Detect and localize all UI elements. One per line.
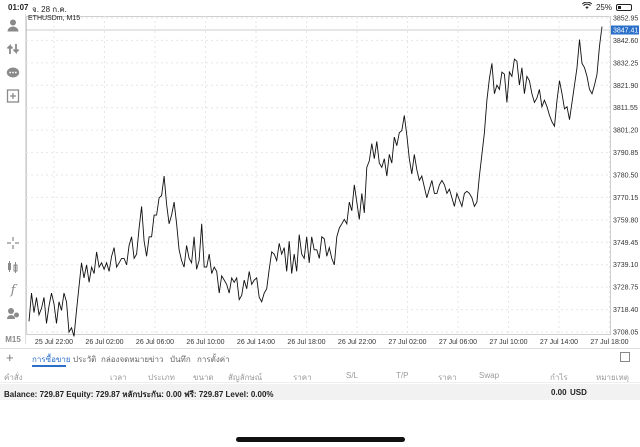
time-tick-label: 27 Jul 06:00 (439, 339, 477, 346)
status-date: จ. 28 ก.ค. (32, 5, 67, 14)
price-tick-label: 3842.60 (613, 38, 638, 45)
status-bar: 01:07 จ. 28 ก.ค. 25% (0, 0, 640, 14)
price-tick-label: 3832.25 (613, 60, 638, 67)
timeframe-button[interactable]: M15 (5, 334, 21, 344)
time-tick-label: 26 Jul 22:00 (338, 339, 376, 346)
total-profit: 0.00 (551, 388, 567, 397)
column-header[interactable]: T/P (396, 371, 409, 380)
price-tick-label: 3739.10 (613, 262, 638, 269)
time-tick-label: 26 Jul 18:00 (287, 339, 325, 346)
battery-icon (616, 3, 632, 11)
chart-symbol-label: ETHUSDm, M15 (28, 15, 81, 22)
column-header[interactable]: ราคา (438, 373, 457, 382)
column-header[interactable]: Swap (479, 371, 500, 380)
price-tick-label: 3821.90 (613, 83, 638, 90)
tab-mailbox[interactable]: กล่องจดหมาย (101, 355, 150, 364)
column-header[interactable]: กำไร (550, 373, 568, 382)
time-tick-label: 27 Jul 10:00 (489, 339, 527, 346)
column-header[interactable]: เวลา (110, 373, 127, 382)
column-header[interactable]: สัญลักษณ์ (228, 373, 263, 382)
chat-icon[interactable] (4, 64, 22, 82)
price-line (28, 26, 603, 337)
status-time: 01:07 (8, 3, 29, 12)
price-chart[interactable]: 3852.95 3842.60 3832.25 3821.90 3811.55 3801.… (26, 14, 640, 346)
new-order-icon[interactable] (4, 87, 22, 105)
orders-table-header: คำสั่ง เวลา ประเภท ขนาด สัญลักษณ์ ราคา S… (0, 369, 640, 383)
chart-canvas: 3852.95 3842.60 3832.25 3821.90 3811.55 3801.… (26, 16, 639, 346)
price-tick-label: 3770.15 (613, 195, 638, 202)
tab-news[interactable]: ข่าว (149, 355, 164, 364)
trade-arrows-icon[interactable] (4, 40, 22, 58)
objects-icon[interactable] (4, 304, 22, 322)
price-tick-label: 3728.75 (613, 285, 638, 292)
column-header[interactable]: คำสั่ง (4, 373, 23, 382)
battery-percent: 25% (595, 2, 612, 12)
panel-layout-icon[interactable] (620, 352, 630, 362)
column-header[interactable]: S/L (346, 371, 359, 380)
balance-row: Balance: 729.87 Equity: 729.87 หลักประกั… (0, 384, 640, 400)
terminal-tabs: + การซื้อขาย ประวัติ กล่องจดหมาย ข่าว บั… (0, 348, 640, 367)
price-tick-label: 3780.50 (613, 173, 638, 180)
home-indicator[interactable] (236, 437, 405, 442)
time-tick-label: 25 Jul 22:00 (35, 339, 73, 346)
time-tick-label: 27 Jul 18:00 (590, 339, 628, 346)
chart-type-icon[interactable] (4, 258, 22, 276)
account-currency: USD (570, 388, 587, 397)
price-tick-label: 3790.85 (613, 150, 638, 157)
current-price-label-bg (611, 25, 639, 35)
status-right: 25% (581, 1, 632, 12)
active-tab-indicator (32, 365, 66, 367)
price-tick-label: 3718.40 (613, 307, 638, 314)
column-header[interactable]: ประเภท (148, 373, 175, 382)
price-tick-label: 3749.45 (613, 240, 638, 247)
time-tick-label: 26 Jul 10:00 (186, 339, 224, 346)
current-price-label: 3847.41 (613, 28, 638, 35)
column-header[interactable]: ราคา (293, 373, 312, 382)
add-icon[interactable]: + (6, 350, 14, 365)
time-tick-label: 26 Jul 14:00 (237, 339, 275, 346)
price-tick-label: 3811.55 (613, 105, 638, 112)
crosshair-icon[interactable] (4, 234, 22, 252)
time-tick-label: 27 Jul 14:00 (540, 339, 578, 346)
wifi-icon (581, 1, 593, 12)
price-tick-label: 3801.20 (613, 128, 638, 135)
price-tick-label: 3708.05 (613, 330, 638, 337)
indicators-icon[interactable]: f (10, 282, 16, 298)
account-icon[interactable] (4, 16, 22, 34)
chart-toolbar: f M15 (0, 14, 26, 344)
price-tick-label: 3759.80 (613, 217, 638, 224)
price-tick-label: 3852.95 (613, 16, 638, 23)
tab-trade[interactable]: การซื้อขาย (32, 355, 71, 364)
tab-history[interactable]: ประวัติ (73, 355, 97, 364)
tab-settings[interactable]: การตั้งค่า (197, 355, 230, 364)
balance-summary: Balance: 729.87 Equity: 729.87 หลักประกั… (4, 390, 274, 399)
time-tick-label: 26 Jul 06:00 (136, 339, 174, 346)
column-header[interactable]: หมายเหตุ (596, 373, 629, 382)
time-tick-label: 27 Jul 02:00 (388, 339, 426, 346)
tab-journal[interactable]: บันทึก (170, 355, 191, 364)
time-tick-label: 26 Jul 02:00 (85, 339, 123, 346)
column-header[interactable]: ขนาด (193, 373, 214, 382)
